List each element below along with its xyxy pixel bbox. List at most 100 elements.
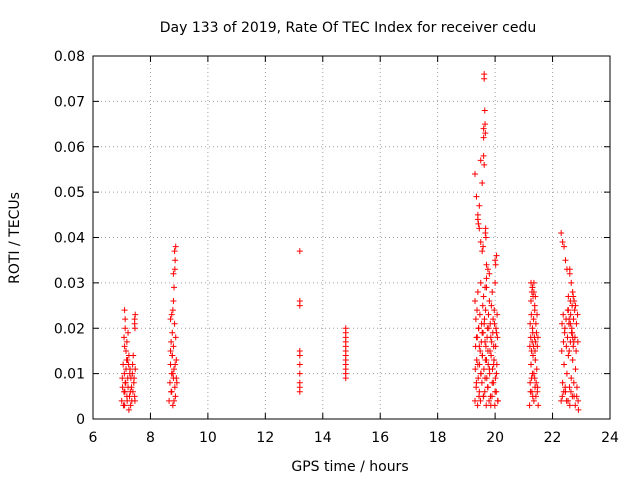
- data-point: [121, 343, 128, 350]
- data-point: [479, 302, 486, 309]
- data-point: [526, 402, 533, 409]
- data-point: [575, 406, 582, 413]
- data-point: [563, 370, 570, 377]
- data-point: [478, 320, 485, 327]
- y-tick-label: 0: [76, 412, 85, 428]
- data-point: [484, 266, 491, 273]
- data-point: [170, 366, 177, 373]
- data-point: [492, 257, 499, 264]
- data-point: [560, 311, 567, 318]
- data-point: [532, 293, 539, 300]
- data-point: [482, 121, 489, 128]
- data-point: [532, 338, 539, 345]
- data-point: [558, 397, 565, 404]
- data-point: [528, 298, 535, 305]
- y-tick-label: 0.08: [54, 49, 85, 65]
- data-point: [120, 361, 127, 368]
- data-point: [490, 316, 497, 323]
- data-point: [487, 334, 494, 341]
- data-point: [171, 384, 178, 391]
- data-point: [532, 347, 539, 354]
- data-point: [483, 402, 490, 409]
- data-point: [532, 357, 539, 364]
- data-point: [480, 293, 487, 300]
- data-point: [573, 347, 580, 354]
- data-point: [561, 243, 568, 250]
- data-point: [475, 325, 482, 332]
- data-point: [487, 320, 494, 327]
- data-point: [476, 343, 483, 350]
- chart-title: Day 133 of 2019, Rate Of TEC Index for r…: [160, 20, 536, 36]
- data-point: [570, 293, 577, 300]
- data-point: [472, 316, 479, 323]
- data-point: [566, 316, 573, 323]
- x-tick-label: 16: [371, 430, 389, 446]
- data-point: [480, 134, 487, 141]
- data-point: [529, 393, 536, 400]
- data-point: [482, 357, 489, 364]
- axis-ticks: 6 8 10 12 14 16 18 20 22 24 0 0.01 0.02 0.03 0.04 0.05 0…: [54, 49, 619, 446]
- x-tick-label: 24: [601, 430, 619, 446]
- data-point: [569, 393, 576, 400]
- data-point: [121, 307, 128, 314]
- data-point: [123, 347, 130, 354]
- data-point: [474, 307, 481, 314]
- data-point: [480, 125, 487, 132]
- data-point: [535, 402, 542, 409]
- data-point: [477, 347, 484, 354]
- data-point: [473, 357, 480, 364]
- data-point: [173, 375, 180, 382]
- data-point: [170, 397, 177, 404]
- data-point: [493, 329, 500, 336]
- data-point: [296, 248, 303, 255]
- data-point: [119, 384, 126, 391]
- x-axis-label: GPS time / hours: [291, 459, 408, 475]
- data-point: [494, 334, 501, 341]
- data-point: [488, 352, 495, 359]
- data-point: [122, 379, 129, 386]
- data-point: [491, 402, 498, 409]
- data-point: [482, 130, 489, 137]
- data-points: [118, 71, 582, 413]
- data-point: [132, 311, 139, 318]
- y-tick-label: 0.03: [54, 276, 85, 292]
- data-point: [121, 334, 128, 341]
- x-tick-label: 10: [199, 430, 217, 446]
- data-point: [169, 370, 176, 377]
- data-point: [481, 316, 488, 323]
- data-point: [172, 361, 179, 368]
- data-point: [567, 320, 574, 327]
- data-point: [530, 316, 537, 323]
- data-point: [534, 343, 541, 350]
- data-point: [477, 397, 484, 404]
- data-point: [128, 384, 135, 391]
- data-point: [474, 216, 481, 223]
- data-point: [527, 379, 534, 386]
- data-point: [476, 225, 483, 232]
- data-point: [482, 307, 489, 314]
- data-point: [482, 234, 489, 241]
- data-point: [474, 402, 481, 409]
- data-point: [173, 357, 180, 364]
- data-point: [573, 320, 580, 327]
- data-point: [493, 388, 500, 395]
- data-point: [483, 375, 490, 382]
- data-point: [173, 379, 180, 386]
- data-point: [127, 402, 134, 409]
- data-point: [478, 370, 485, 377]
- data-point: [296, 370, 303, 377]
- data-point: [558, 229, 565, 236]
- x-tick-label: 6: [89, 430, 98, 446]
- data-point: [167, 316, 174, 323]
- data-point: [480, 152, 487, 159]
- data-point: [534, 388, 541, 395]
- data-point: [132, 366, 139, 373]
- data-point: [472, 366, 479, 373]
- data-point: [477, 239, 484, 246]
- data-point: [568, 375, 575, 382]
- data-point: [484, 325, 491, 332]
- data-point: [573, 384, 580, 391]
- data-point: [528, 375, 535, 382]
- data-point: [493, 252, 500, 259]
- data-point: [475, 375, 482, 382]
